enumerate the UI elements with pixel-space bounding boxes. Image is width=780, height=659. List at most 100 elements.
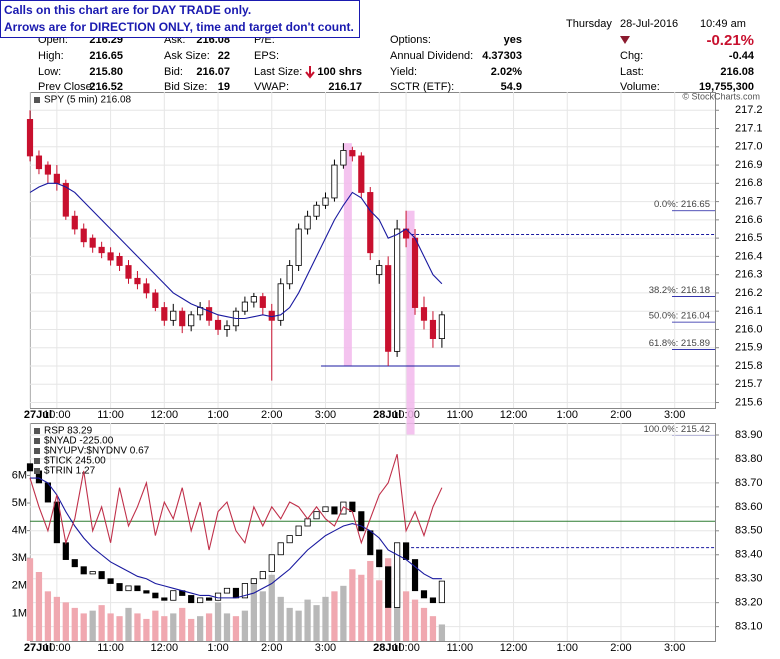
field-label: Bid Size: [164,81,207,93]
candle-body [125,265,132,279]
volume-bar [376,580,383,641]
legend-icon [34,428,40,434]
candle-body [331,506,338,515]
candle-body [313,511,320,520]
candle-body [295,525,302,536]
x-tick-label: 3:00 [315,409,336,421]
candle-body [80,228,87,243]
candle-body [394,228,401,352]
field-label: Annual Dividend: [390,50,473,62]
candle-body [170,590,177,601]
y2-tick-label: 1M [12,607,27,619]
x-tick-label: 10:00 [43,409,71,421]
volume-bar [429,616,437,641]
volume-bar [322,596,329,641]
field-value: 22 [218,50,230,62]
last-size-arrow [305,66,315,79]
field-label: Last Size: [254,66,302,78]
legend-entry: $TICK 245.00 [44,456,106,467]
candle-body [277,542,284,556]
field-value: yes [504,34,522,46]
candle-body [385,566,392,608]
y-tick-label: 83.80 [735,453,763,465]
volume-bar [26,558,34,641]
field-value: -0.44 [729,50,755,62]
y-tick-label: 83.10 [735,621,763,633]
x-tick-label: 11:00 [446,409,473,421]
legend-entry: $NYAD -225.00 [44,436,114,447]
y-tick-label: 83.70 [735,477,763,489]
candle-body [420,590,428,599]
x-tick-label: 28Jul [373,409,401,421]
candle-body [295,228,302,266]
volume-bar [304,599,311,641]
x-tick-label: 12:00 [151,642,179,654]
indicator-line [30,477,442,599]
candle-body [286,535,293,544]
level-label: 0.0%: 216.65 [654,199,710,210]
legend-icon [34,438,40,444]
candle-body [98,246,105,254]
candle-body [143,283,150,294]
candle-body [367,192,374,254]
field-value: 19,755,300 [699,81,754,93]
volume-bar [340,585,347,641]
candle-body [134,277,141,285]
volume-bar [152,610,159,641]
field-value: 216.52 [89,81,123,93]
field-label: High: [38,50,64,62]
x-tick-label: 28Jul [373,642,401,654]
field-value: 4.37303 [482,50,522,62]
y-tick-label: 83.50 [735,525,763,537]
candle-body [223,325,231,330]
y-tick-label: 83.30 [735,573,763,585]
y-tick-label: 216.7 [735,196,763,208]
candle-body [107,578,114,584]
field-label: Bid: [164,66,183,78]
candle-body [161,307,168,321]
candle-body [134,585,141,592]
x-tick-label: 3:00 [664,409,685,421]
y-tick-label: 216.3 [735,269,763,281]
legend-entry: $TRIN 1.27 [44,466,96,477]
candle-body [241,301,248,312]
date: 28-Jul-2016 [620,18,678,30]
legend-entry: RSP 83.29 [44,426,93,437]
volume-bar [313,605,320,641]
x-tick-label: 10:00 [43,642,71,654]
candle-body [143,590,150,594]
y-tick-label: 216.1 [735,305,763,317]
candle-body [358,155,365,193]
field-value: 215.80 [89,66,123,78]
candle-body [44,164,51,175]
y-tick-label: 216.8 [735,177,763,189]
highlight-band [343,143,352,366]
y-tick-label: 83.60 [735,501,763,513]
candle-body [170,310,177,321]
y-tick-label: 216.0 [735,323,763,335]
volume-bar [53,596,60,641]
field-value: 2.02% [491,66,522,78]
y-tick-label: 217.0 [735,141,763,153]
volume-bar [277,596,284,641]
candle-body [429,319,437,339]
candle-body [53,173,60,184]
candle-body [197,597,204,604]
candle-body [71,559,78,568]
field-label: SCTR (ETF): [390,81,454,93]
candle-body [259,296,266,308]
level-label: 100.0%: 215.42 [643,424,710,435]
candle-body [26,463,34,472]
x-tick-label: 2:00 [261,642,282,654]
field-value: 54.9 [501,81,522,93]
x-tick-label: 3:00 [315,642,336,654]
volume-bar [358,574,365,641]
field-label: Yield: [390,66,417,78]
x-tick-label: 1:00 [557,409,578,421]
y-tick-label: 216.6 [735,214,763,226]
candle-body [438,580,445,604]
candle-body [313,204,320,217]
candle-body [331,164,338,199]
candle-body [116,583,123,592]
